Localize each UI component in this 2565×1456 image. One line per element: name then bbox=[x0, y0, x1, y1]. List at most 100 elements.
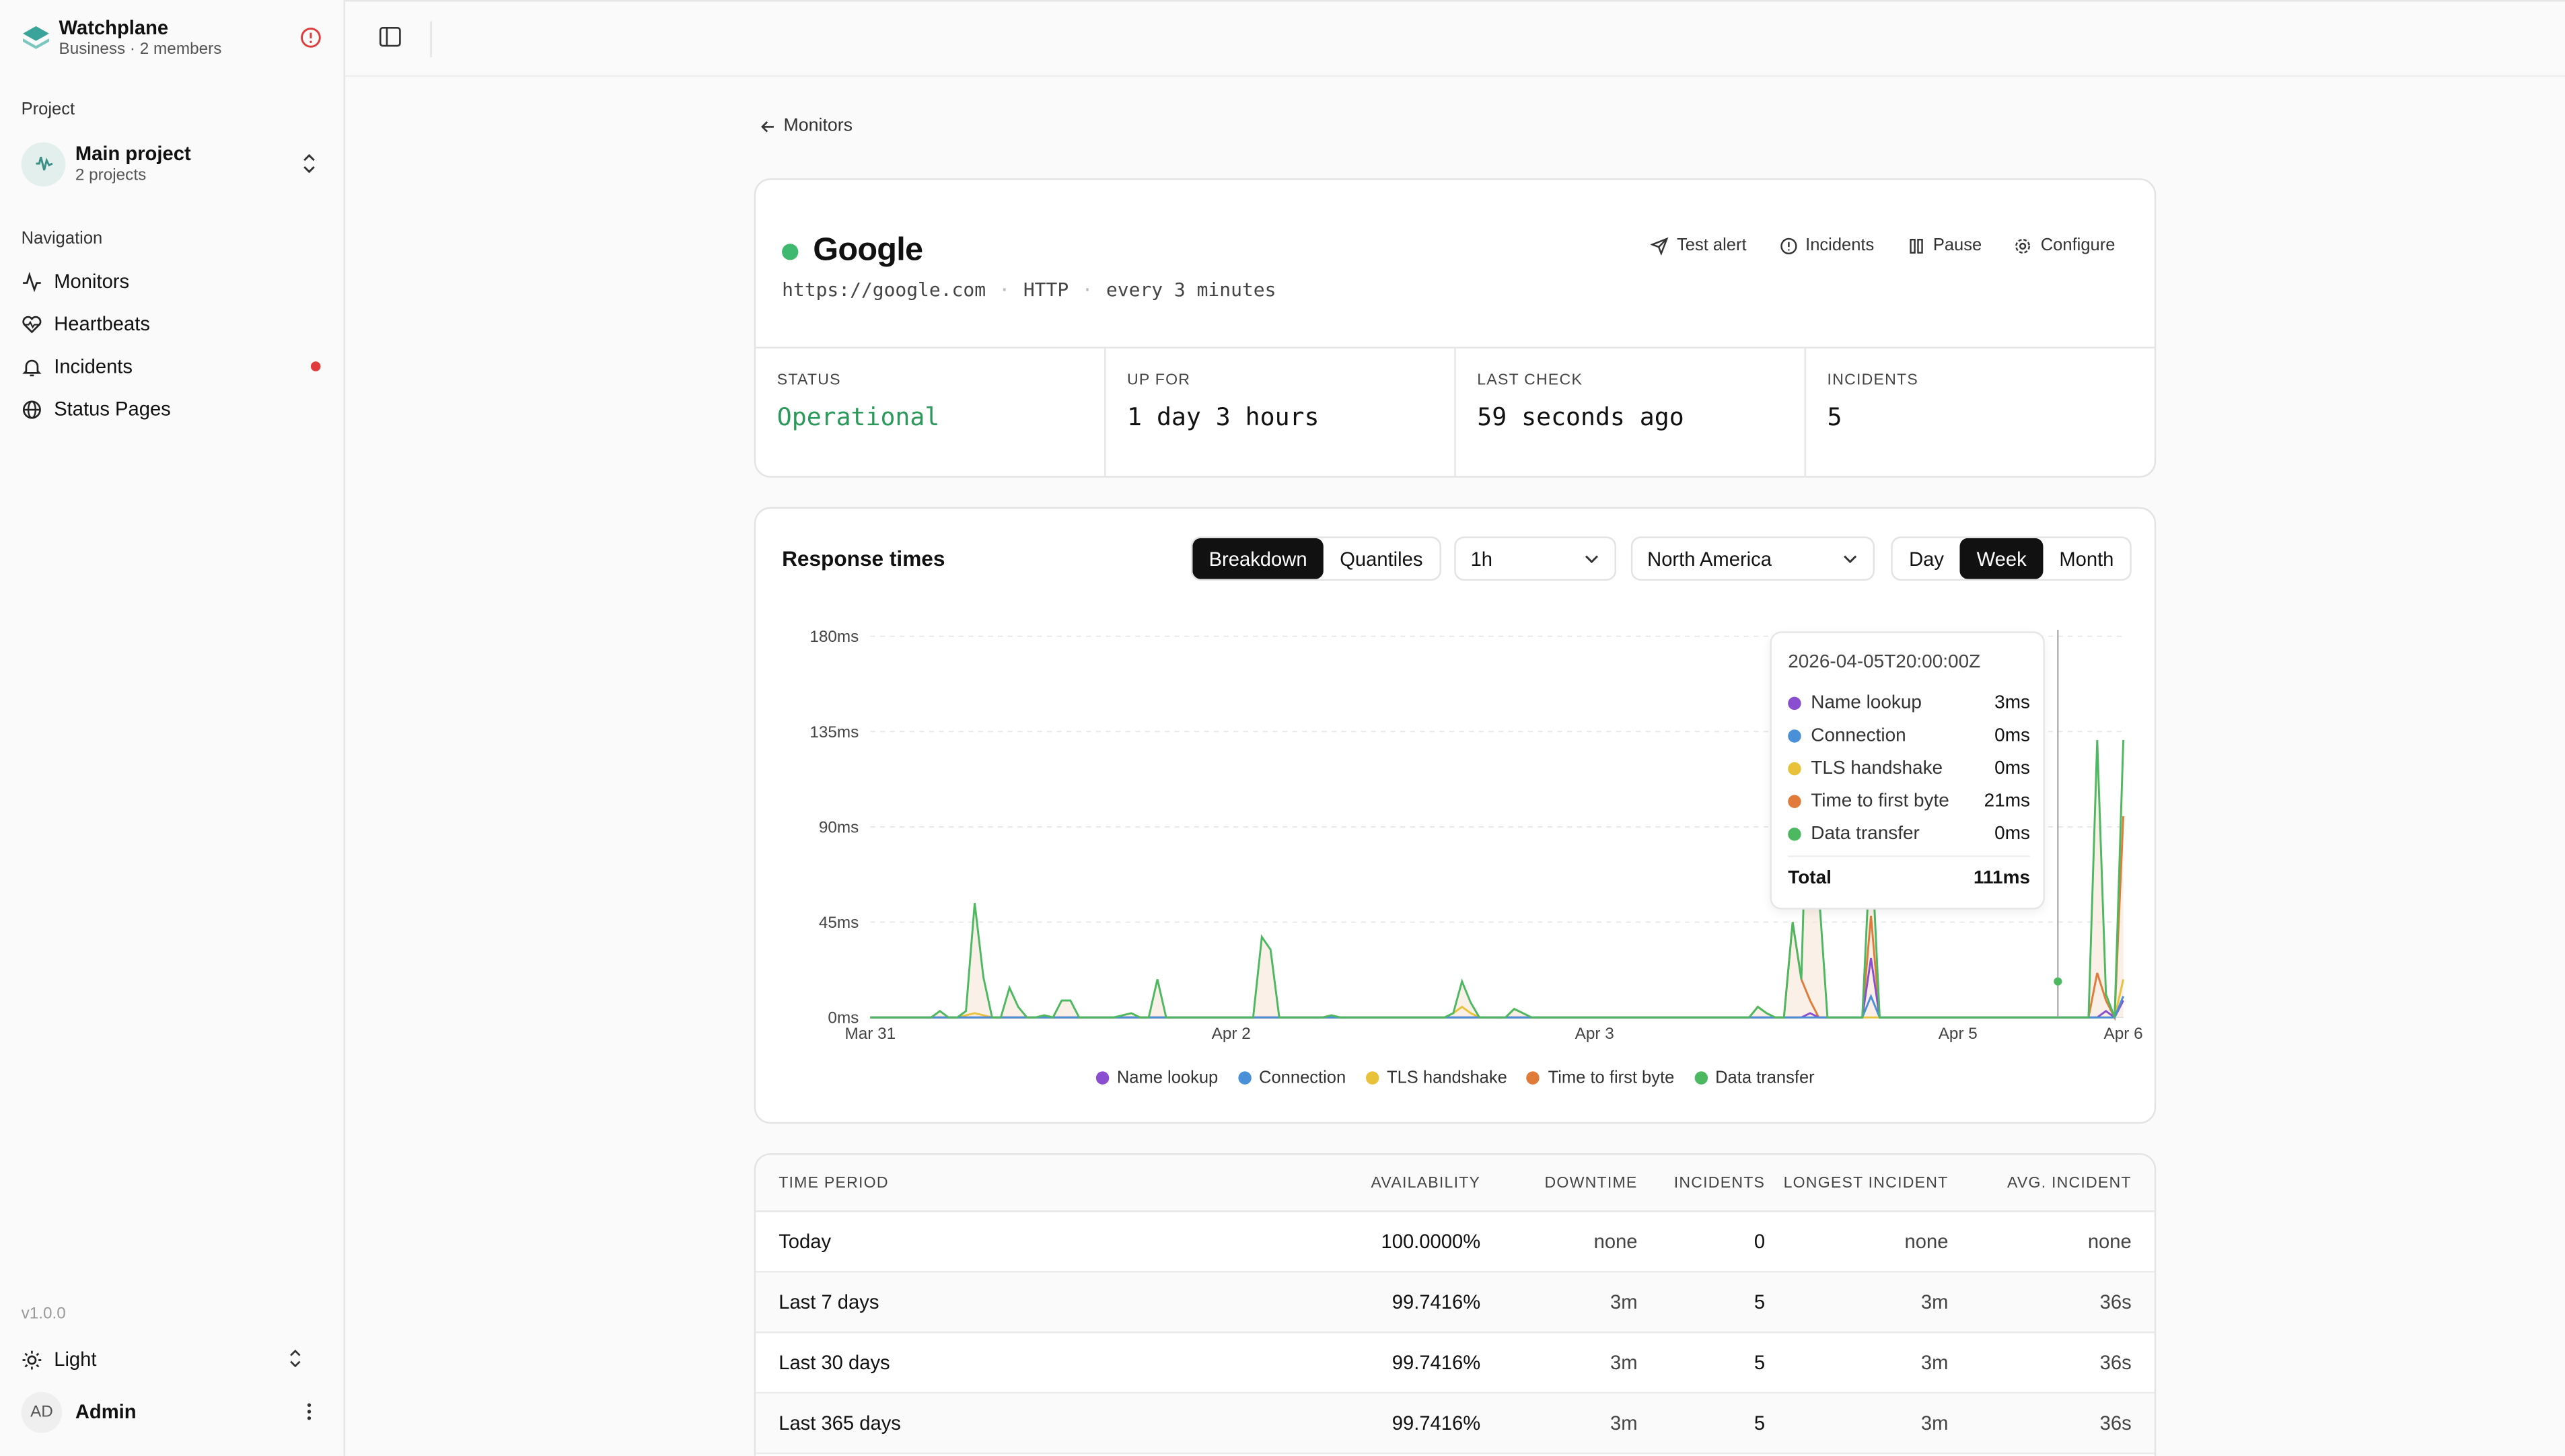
y-tick-label: 135ms bbox=[809, 723, 859, 741]
tooltip-value: 3ms bbox=[1994, 693, 2031, 713]
tooltip-value: 0ms bbox=[1994, 726, 2031, 746]
range-day[interactable]: Day bbox=[1909, 547, 1945, 571]
range-month[interactable]: Month bbox=[2059, 547, 2114, 571]
configure-label: Configure bbox=[2040, 235, 2116, 256]
table-row: Last 30 days 99.7416% 3m 5 3m 36s bbox=[756, 1333, 2155, 1394]
legend-item-connection[interactable]: Connection bbox=[1237, 1068, 1346, 1088]
alert-circle-icon bbox=[1780, 237, 1797, 254]
legend-item-tls-handshake[interactable]: TLS handshake bbox=[1365, 1068, 1507, 1088]
alert-circle-icon[interactable] bbox=[299, 26, 322, 49]
sun-icon bbox=[22, 1350, 42, 1369]
legend-label: Data transfer bbox=[1715, 1068, 1815, 1088]
project-switcher[interactable]: Main project 2 projects bbox=[21, 139, 324, 188]
stat-label: INCIDENTS bbox=[1827, 371, 1918, 390]
incidents-cell: 5 bbox=[1754, 1351, 1766, 1375]
configure-button[interactable]: Configure bbox=[2015, 235, 2116, 256]
tooltip-row: Connection 0ms bbox=[1788, 726, 2031, 746]
monitor-interval: every 3 minutes bbox=[1106, 278, 1276, 301]
more-vertical-icon[interactable] bbox=[301, 1400, 317, 1423]
column-header: DOWNTIME bbox=[1544, 1173, 1638, 1192]
stat-last-check: LAST CHECK 59 seconds ago bbox=[1456, 348, 1806, 478]
sidebar-item-label: Status Pages bbox=[54, 397, 171, 421]
interval-select[interactable]: 1h bbox=[1454, 536, 1616, 581]
region-select[interactable]: North America bbox=[1630, 536, 1875, 581]
test-alert-label: Test alert bbox=[1677, 235, 1747, 256]
tooltip-label: Time to first byte bbox=[1811, 791, 1949, 811]
arrow-left-icon bbox=[761, 120, 774, 132]
stat-label: LAST CHECK bbox=[1477, 371, 1583, 390]
breakdown-toggle[interactable]: Breakdown bbox=[1192, 538, 1324, 579]
quantiles-toggle[interactable]: Quantiles bbox=[1340, 547, 1423, 571]
incidents-cell: 0 bbox=[1754, 1230, 1766, 1253]
stat-label: STATUS bbox=[776, 371, 841, 390]
tooltip-label: TLS handshake bbox=[1811, 759, 1943, 779]
chevrons-up-down-icon bbox=[303, 153, 315, 174]
tooltip-row: TLS handshake 0ms bbox=[1788, 759, 2030, 778]
sidebar-item-label: Incidents bbox=[54, 355, 133, 378]
series-line-data-transfer bbox=[870, 678, 2125, 1019]
workspace-subtitle: Business · 2 members bbox=[59, 40, 222, 59]
availability-table: TIME PERIOD AVAILABILITY DOWNTIME INCIDE… bbox=[754, 1153, 2157, 1456]
incidents-badge bbox=[310, 361, 321, 371]
workspace-switcher[interactable]: Watchplane Business · 2 members bbox=[22, 16, 222, 61]
column-header: AVAILABILITY bbox=[1371, 1173, 1481, 1192]
status-indicator bbox=[782, 243, 799, 260]
downtime-cell: 3m bbox=[1610, 1412, 1638, 1435]
stat-status: STATUS Operational bbox=[756, 348, 1106, 478]
test-alert-button[interactable]: Test alert bbox=[1651, 235, 1747, 256]
column-header: LONGEST INCIDENT bbox=[1783, 1173, 1949, 1192]
sidebar-item-incidents[interactable]: Incidents bbox=[22, 350, 324, 383]
sidebar-item-monitors[interactable]: Monitors bbox=[22, 265, 324, 298]
x-tick-label: Apr 2 bbox=[1212, 1025, 1251, 1043]
project-name: Main project bbox=[75, 141, 191, 165]
period-cell: Last 30 days bbox=[779, 1351, 890, 1375]
sidebar: Watchplane Business · 2 members Project … bbox=[0, 0, 345, 1456]
range-toggle: Day Week Month bbox=[1891, 536, 2132, 581]
activity-icon bbox=[23, 270, 41, 292]
y-tick-label: 180ms bbox=[809, 628, 859, 646]
legend-item-ttfb[interactable]: Time to first byte bbox=[1526, 1068, 1675, 1088]
back-link-label: Monitors bbox=[783, 116, 853, 136]
monitor-url: https://google.com bbox=[782, 278, 986, 301]
legend-label: Time to first byte bbox=[1548, 1068, 1675, 1088]
pause-button[interactable]: Pause bbox=[1907, 235, 1982, 255]
y-tick-label: 90ms bbox=[819, 818, 859, 836]
chart-tooltip: 2026-04-05T20:00:00Z Name lookup 3ms Conn… bbox=[1770, 631, 2045, 910]
pause-icon bbox=[1909, 238, 1923, 253]
tooltip-time: 2026-04-05T20:00:00Z bbox=[1788, 653, 1981, 673]
stat-value: 59 seconds ago bbox=[1477, 402, 1684, 432]
chart-legend: Name lookup Connection TLS handshake Tim… bbox=[756, 1068, 2155, 1088]
stat-value: 5 bbox=[1827, 402, 1842, 432]
tooltip-row: Time to first byte 21ms bbox=[1788, 792, 2030, 811]
table-row: Last 365 days 99.7416% 3m 5 3m 36s bbox=[756, 1393, 2155, 1455]
legend-item-data-transfer[interactable]: Data transfer bbox=[1694, 1068, 1815, 1088]
globe-icon bbox=[22, 400, 41, 418]
view-toggle: Breakdown Quantiles bbox=[1190, 536, 1441, 581]
response-times-card: 0ms 45ms 90ms 135ms 180ms Mar 31 Apr 2 Apr 3 Apr… bbox=[754, 507, 2157, 1124]
back-to-monitors-link[interactable]: Monitors bbox=[759, 116, 853, 136]
incidents-button[interactable]: Incidents bbox=[1779, 235, 1874, 255]
tooltip-row: Name lookup 3ms bbox=[1788, 694, 2030, 713]
stat-up-for: UP FOR 1 day 3 hours bbox=[1106, 348, 1456, 478]
sidebar-toggle-icon[interactable] bbox=[378, 24, 402, 48]
monitor-meta: https://google.com · HTTP · every 3 minu… bbox=[782, 278, 1276, 301]
sidebar-item-label: Monitors bbox=[54, 270, 130, 293]
legend-item-name-lookup[interactable]: Name lookup bbox=[1095, 1068, 1218, 1088]
range-week[interactable]: Week bbox=[1960, 538, 2044, 579]
theme-switcher[interactable]: Light bbox=[22, 1344, 324, 1374]
user-menu[interactable]: AD Admin bbox=[21, 1391, 324, 1432]
sidebar-item-heartbeats[interactable]: Heartbeats bbox=[22, 307, 324, 340]
theme-label: Light bbox=[54, 1348, 97, 1371]
send-icon bbox=[1651, 236, 1669, 255]
column-header: INCIDENTS bbox=[1673, 1173, 1766, 1192]
longest-incident-cell: 3m bbox=[1920, 1290, 1949, 1314]
monitor-type: HTTP bbox=[1023, 278, 1069, 301]
sidebar-item-status-pages[interactable]: Status Pages bbox=[22, 392, 324, 425]
table-row: Last 7 days 99.7416% 3m 5 3m 36s bbox=[756, 1272, 2155, 1334]
tooltip-total: Total 111ms bbox=[1788, 869, 2030, 888]
gear-icon bbox=[2016, 238, 2031, 253]
stat-incidents: INCIDENTS 5 bbox=[1806, 349, 2155, 478]
monitor-name: Google bbox=[813, 232, 923, 268]
tooltip-total-label: Total bbox=[1788, 868, 1832, 889]
downtime-cell: 3m bbox=[1610, 1290, 1638, 1314]
